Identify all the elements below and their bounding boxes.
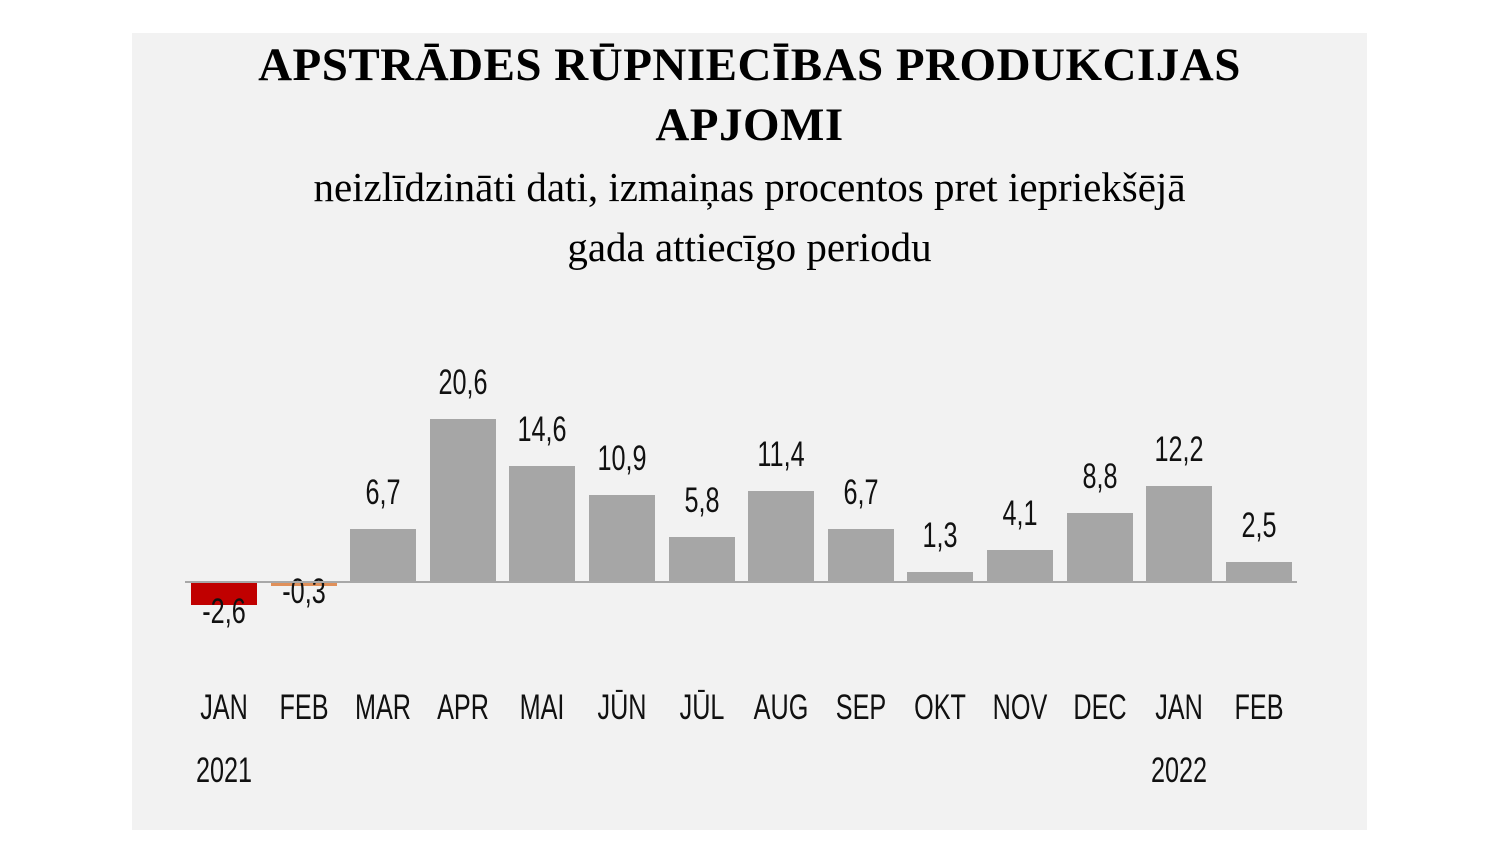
bar-11	[987, 550, 1053, 581]
category-label: FEB	[279, 688, 329, 727]
category-label: SEP	[835, 688, 887, 727]
value-label: 20,6	[438, 363, 488, 402]
year-label: 2021	[195, 751, 253, 790]
value-label: 14,6	[517, 410, 567, 449]
chart-subtitle-line2: gada attiecīgo periodu	[567, 224, 932, 270]
category-label: JŪN	[597, 688, 647, 727]
bar-4	[429, 419, 496, 581]
value-label: 11,4	[757, 435, 805, 474]
value-label: -0,3	[281, 572, 326, 611]
value-label: 2,5	[1241, 506, 1277, 545]
bar-1	[191, 583, 257, 605]
category-label: DEC	[1072, 688, 1127, 727]
category-label: AUG	[753, 688, 809, 727]
chart-subtitle-line1: neizlīdzināti dati, izmaiņas procentos p…	[313, 164, 1186, 210]
bar-5	[509, 466, 576, 581]
category-label: APR	[436, 688, 489, 727]
year-label: 2022	[1151, 751, 1208, 790]
category-label: OKT	[914, 688, 967, 727]
value-label: 6,7	[365, 473, 401, 512]
value-label: 8,8	[1082, 457, 1118, 496]
category-label: MAI	[519, 688, 565, 727]
category-label: JŪL	[679, 688, 725, 727]
category-label: JAN	[200, 688, 248, 727]
bar-9	[827, 529, 894, 581]
value-label: 12,2	[1154, 430, 1204, 469]
category-label: NOV	[992, 688, 1048, 727]
bar-2	[270, 583, 337, 586]
bar-12	[1066, 513, 1133, 581]
bar-13	[1146, 486, 1213, 581]
bar-6	[589, 495, 655, 581]
value-label: 4,1	[1002, 494, 1038, 533]
bar-14	[1225, 562, 1292, 581]
category-label: JAN	[1155, 688, 1203, 727]
value-label: 1,3	[922, 516, 958, 555]
zero-baseline	[185, 581, 1297, 583]
value-label: -2,6	[202, 592, 246, 631]
bar-3	[350, 529, 417, 581]
value-label: 5,8	[684, 481, 720, 520]
value-label: 6,7	[843, 473, 879, 512]
chart-panel: APSTRĀDES RŪPNIECĪBAS PRODUKCIJAS APJOMI…	[132, 33, 1367, 830]
bar-8	[748, 491, 815, 581]
chart-title-line2: APJOMI	[655, 99, 844, 151]
value-label: 10,9	[597, 439, 647, 478]
chart-title-line1: APSTRĀDES RŪPNIECĪBAS PRODUKCIJAS	[258, 39, 1241, 91]
category-label: FEB	[1234, 688, 1284, 727]
category-label: MAR	[355, 688, 412, 727]
bar-7	[668, 537, 735, 581]
bar-10	[907, 572, 974, 581]
